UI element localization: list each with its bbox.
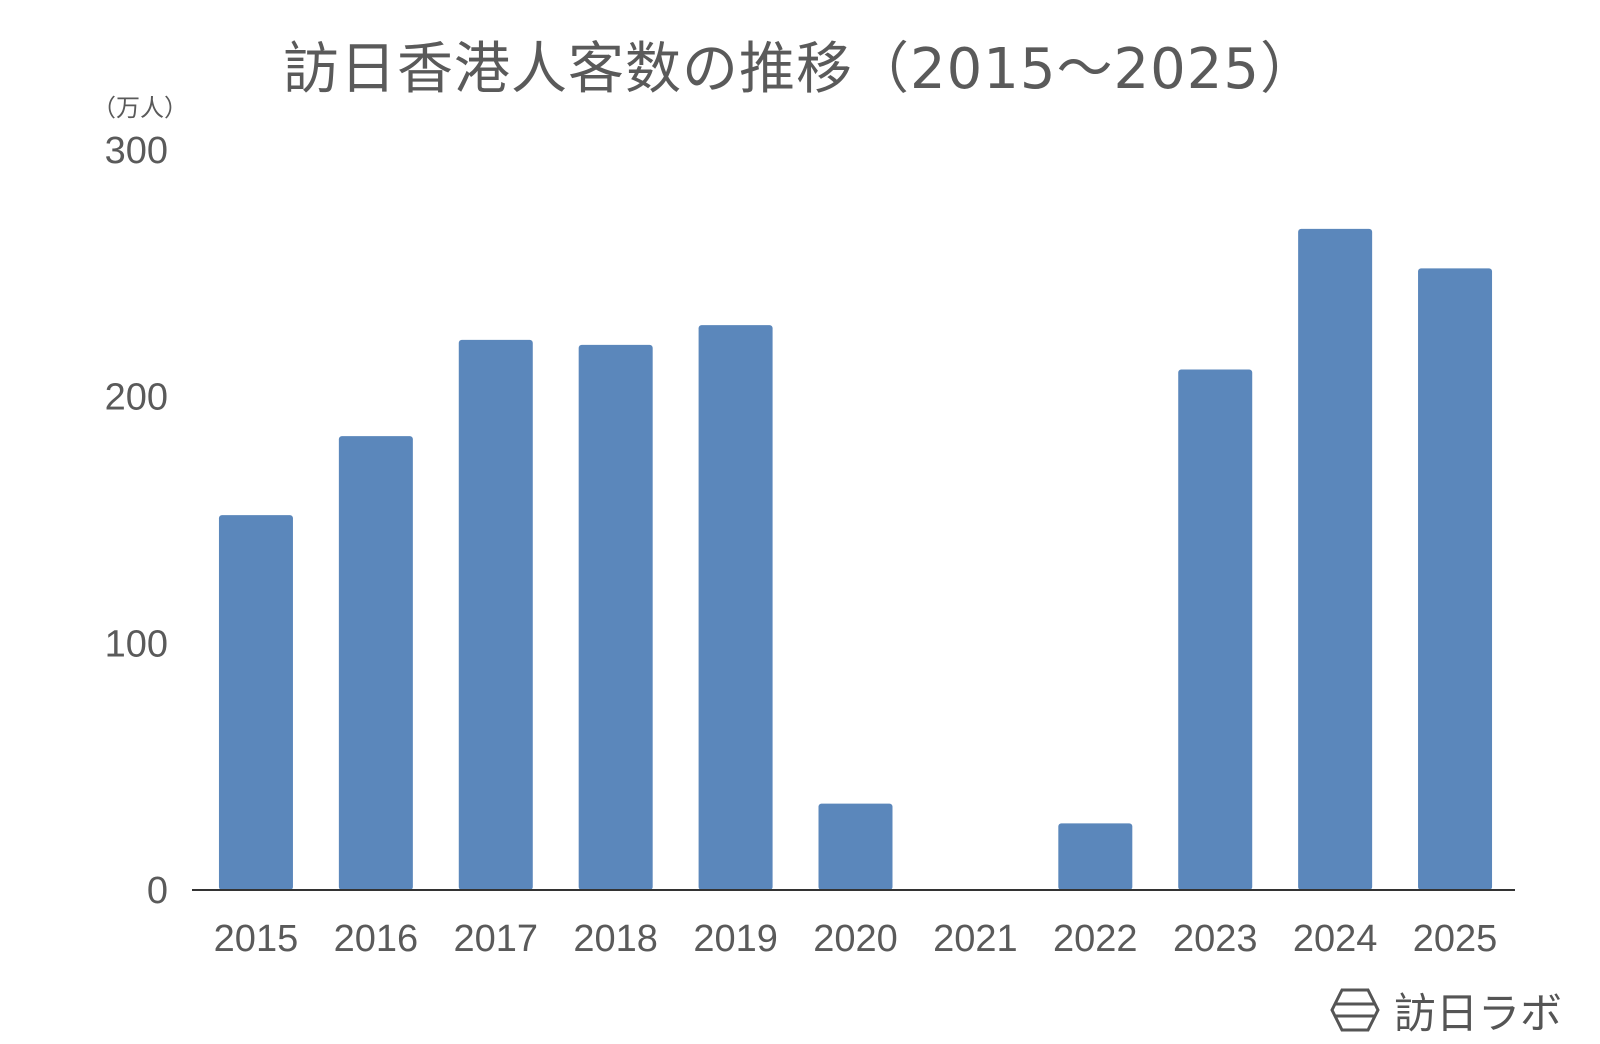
x-tick-label: 2016 [334, 918, 419, 960]
x-tick-label: 2023 [1173, 918, 1258, 960]
x-tick-label: 2025 [1413, 918, 1498, 960]
bar-2023 [1178, 369, 1253, 890]
hexagon-logo-icon [1330, 988, 1380, 1032]
x-tick-label: 2024 [1293, 918, 1378, 960]
bar-2015 [218, 515, 293, 890]
bar-2016 [338, 436, 413, 890]
y-axis-unit-label: （万人） [92, 94, 188, 122]
x-tick-label: 2019 [693, 918, 778, 960]
x-tick-label: 2022 [1053, 918, 1138, 960]
bar-series [218, 228, 1493, 891]
x-tick-label: 2018 [573, 918, 658, 960]
bar-2018 [578, 344, 653, 890]
bar-2025 [1418, 268, 1493, 890]
brand-name: 訪日ラボ [1394, 988, 1563, 1038]
y-tick-label: 300 [105, 130, 168, 172]
bar-2022 [1058, 823, 1133, 890]
brand-logo: 訪日ラボ [1330, 985, 1562, 1038]
y-tick-label: 0 [147, 870, 168, 912]
x-tick-label: 2021 [933, 918, 1018, 960]
y-tick-label: 200 [105, 377, 168, 419]
bar-2017 [458, 339, 533, 890]
x-axis-ticks: 2015 2016 2017 2018 2019 2020 2021 2022 2023 2024… [214, 918, 1498, 960]
x-tick-label: 2017 [453, 918, 538, 960]
y-tick-label: 100 [105, 623, 168, 665]
y-axis-ticks: 0 100 200 300 [105, 130, 168, 912]
bar-2019 [698, 325, 773, 891]
bar-2020 [818, 803, 893, 890]
chart-title: 訪日香港人客数の推移（2015～2025） [282, 37, 1318, 102]
bar-2024 [1298, 228, 1373, 890]
x-tick-label: 2020 [813, 918, 898, 960]
x-tick-label: 2015 [214, 918, 299, 960]
